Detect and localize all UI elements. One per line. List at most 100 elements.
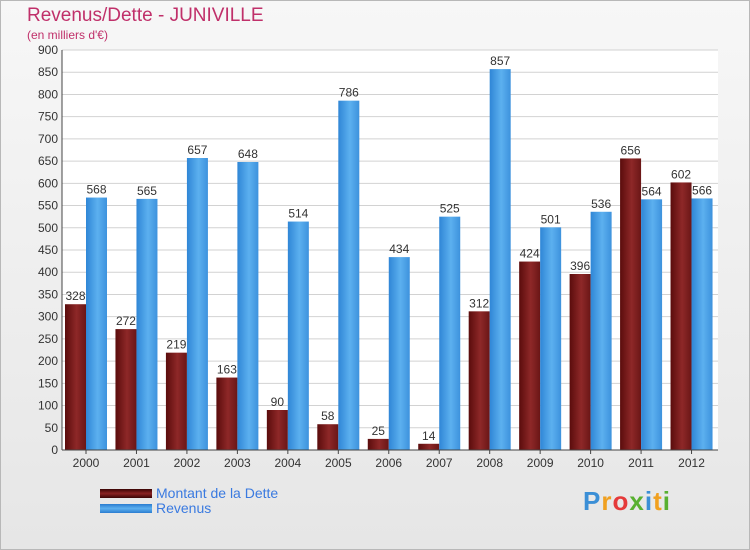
- bar-revenue: [86, 197, 107, 450]
- y-tick-label: 550: [38, 199, 58, 213]
- data-label: 424: [520, 247, 540, 261]
- logo-letter: P: [583, 486, 602, 516]
- data-label: 14: [422, 429, 436, 443]
- x-axis: 2000 2001 2002 2003 2004 2005 2006 2007 2008 2009…: [62, 449, 718, 470]
- data-label: 501: [541, 212, 561, 226]
- data-label: 786: [339, 86, 359, 100]
- data-label: 857: [490, 54, 510, 68]
- bar-debt: [367, 438, 389, 450]
- bars: 328 568 272 565 219 657 163 648 90 514 58 786 25 434 1…: [65, 54, 713, 451]
- logo-letter: t: [653, 486, 663, 516]
- data-label: 564: [642, 184, 662, 198]
- data-label: 514: [288, 207, 308, 221]
- bar-revenue: [590, 211, 612, 450]
- logo-letter: i: [644, 486, 654, 516]
- x-tick-label: 2010: [577, 456, 604, 470]
- logo-letter: o: [612, 486, 630, 516]
- bar-revenue: [540, 227, 562, 450]
- legend-swatch-revenue: [100, 504, 152, 513]
- bar-debt: [468, 311, 490, 450]
- data-label: 25: [372, 424, 386, 438]
- y-tick-label: 500: [38, 221, 58, 235]
- data-label: 536: [591, 197, 611, 211]
- data-label: 163: [217, 363, 237, 377]
- legend: Montant de la Dette Revenus: [100, 486, 278, 516]
- bar-debt: [317, 424, 339, 450]
- bar-debt: [418, 443, 440, 450]
- bar-debt: [519, 261, 541, 450]
- y-tick-label: 0: [51, 443, 58, 457]
- data-label: 272: [116, 314, 136, 328]
- y-tick-label: 800: [38, 87, 58, 101]
- chart-title: Revenus/Dette - JUNIVILLE: [27, 5, 264, 26]
- y-tick-label: 150: [38, 376, 58, 390]
- bar-revenue: [691, 198, 713, 450]
- y-tick-label: 450: [38, 243, 58, 257]
- y-tick-label: 850: [38, 65, 58, 79]
- bar-revenue: [136, 198, 158, 450]
- x-tick-label: 2000: [73, 456, 100, 470]
- legend-label-debt: Montant de la Dette: [156, 485, 279, 501]
- bar-revenue: [439, 216, 461, 450]
- legend-item-debt: Montant de la Dette: [100, 486, 278, 501]
- data-label: 312: [469, 296, 489, 310]
- x-tick-label: 2009: [527, 456, 554, 470]
- y-tick-label: 250: [38, 332, 58, 346]
- x-tick-label: 2007: [426, 456, 453, 470]
- y-tick-label: 350: [38, 287, 58, 301]
- data-label: 656: [621, 143, 641, 157]
- data-label: 396: [570, 259, 590, 273]
- bar-debt: [165, 352, 187, 450]
- data-label: 568: [86, 183, 106, 197]
- y-tick-label: 700: [38, 132, 58, 146]
- x-tick-label: 2012: [678, 456, 705, 470]
- x-tick-label: 2006: [375, 456, 402, 470]
- data-label: 657: [187, 143, 207, 157]
- data-label: 219: [166, 338, 186, 352]
- bar-revenue: [237, 162, 259, 450]
- y-tick-label: 750: [38, 110, 58, 124]
- x-tick-label: 2008: [476, 456, 503, 470]
- data-label: 525: [440, 202, 460, 216]
- x-tick-label: 2002: [174, 456, 201, 470]
- x-tick-label: 2004: [274, 456, 301, 470]
- bar-debt: [115, 329, 137, 450]
- chart-subtitle: (en milliers d'€): [27, 28, 108, 42]
- data-label: 90: [271, 395, 285, 409]
- bar-revenue: [287, 221, 309, 450]
- y-tick-label: 100: [38, 399, 58, 413]
- bar-debt: [620, 158, 642, 450]
- legend-swatch-debt: [100, 489, 152, 498]
- bar-revenue: [388, 257, 410, 450]
- y-tick-label: 400: [38, 265, 58, 279]
- data-label: 602: [671, 167, 691, 181]
- x-tick-label: 2011: [628, 456, 654, 470]
- y-tick-label: 200: [38, 354, 58, 368]
- data-label: 566: [692, 183, 712, 197]
- data-label: 434: [389, 242, 409, 256]
- data-label: 328: [65, 289, 85, 303]
- x-tick-label: 2005: [325, 456, 352, 470]
- y-tick-label: 300: [38, 310, 58, 324]
- data-label: 565: [137, 184, 157, 198]
- logo-letter: x: [629, 486, 645, 516]
- bar-revenue: [489, 69, 511, 450]
- legend-label-revenue: Revenus: [156, 500, 212, 516]
- bar-debt: [216, 377, 238, 450]
- bar-debt: [670, 182, 692, 450]
- bar-revenue: [338, 100, 360, 451]
- legend-item-revenue: Revenus: [100, 501, 278, 516]
- y-tick-label: 900: [38, 43, 58, 57]
- y-tick-label: 650: [38, 154, 58, 168]
- data-label: 648: [238, 147, 258, 161]
- bar-revenue: [186, 158, 208, 450]
- y-axis: 0 50 100 150 200 250 300 350 400 450 500 550 600 650 7…: [38, 43, 63, 457]
- bar-debt: [65, 304, 86, 450]
- y-tick-label: 50: [45, 421, 59, 435]
- x-tick-label: 2001: [123, 456, 150, 470]
- y-tick-label: 600: [38, 176, 58, 190]
- logo-letter: i: [662, 486, 671, 516]
- proxiti-logo: Proxiti: [583, 486, 671, 517]
- logo-letter: r: [601, 486, 613, 516]
